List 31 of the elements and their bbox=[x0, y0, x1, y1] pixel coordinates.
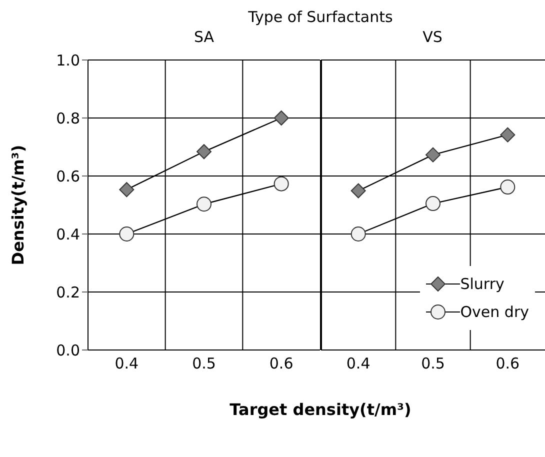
point bbox=[274, 110, 289, 126]
chart-subtitle: VS bbox=[422, 28, 444, 48]
y-tick-label: 0.4 bbox=[56, 225, 80, 244]
y-tick-label: 1.0 bbox=[56, 51, 80, 70]
point bbox=[196, 196, 212, 212]
x-tick-label: 0.5 bbox=[421, 354, 445, 373]
point bbox=[426, 196, 440, 212]
y-axis-title: Density(t/m³) bbox=[8, 144, 28, 266]
point bbox=[350, 226, 366, 242]
point bbox=[196, 144, 212, 160]
x-tick-label: 0.4 bbox=[114, 354, 139, 373]
legend-label: Oven dry bbox=[460, 303, 529, 321]
x-tick-label: 0.6 bbox=[496, 354, 520, 373]
x-axis-title: Target density(t/m³) bbox=[228, 400, 412, 419]
y-tick-label: 0.2 bbox=[56, 283, 80, 302]
point bbox=[426, 147, 440, 162]
chart-subtitle: SA bbox=[192, 28, 216, 48]
legend-label: Slurry bbox=[460, 275, 504, 293]
point bbox=[350, 183, 366, 198]
x-tick-label: 0.6 bbox=[269, 354, 294, 373]
x-tick-label: 0.5 bbox=[192, 354, 216, 373]
x-tick-label: 0.4 bbox=[346, 354, 370, 373]
y-tick-label: 0.8 bbox=[56, 109, 80, 128]
point bbox=[119, 226, 134, 242]
point bbox=[500, 180, 516, 195]
point bbox=[119, 182, 134, 198]
y-tick-label: 0.6 bbox=[56, 167, 80, 186]
chart-title: Type of Surfactants bbox=[247, 8, 394, 28]
point bbox=[274, 176, 289, 192]
point bbox=[500, 127, 516, 142]
y-tick-label: 0.0 bbox=[56, 341, 80, 360]
